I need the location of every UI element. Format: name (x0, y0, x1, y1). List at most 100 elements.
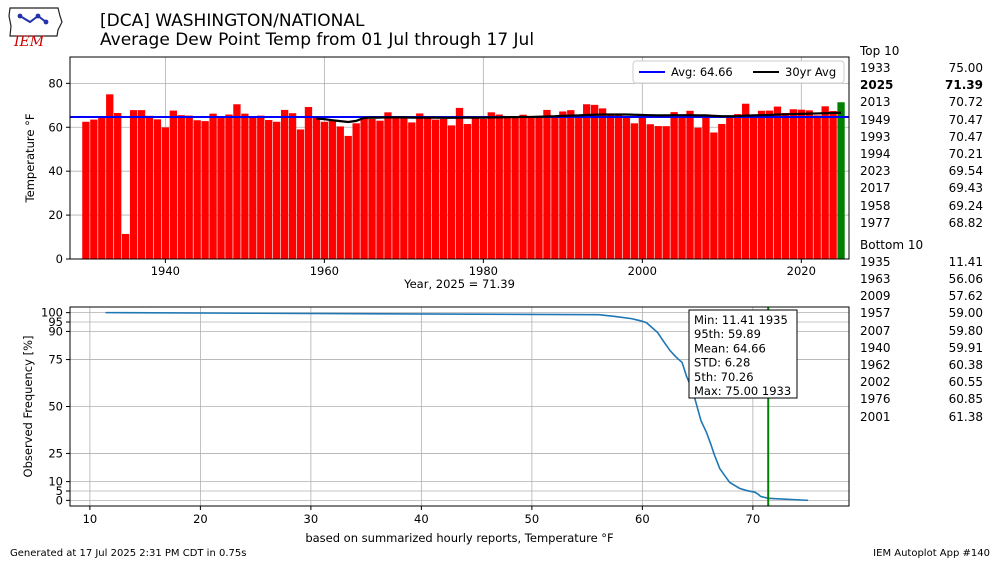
bar-1986 (527, 117, 535, 259)
logo-text: IEM (13, 34, 45, 48)
bar-2006 (686, 110, 694, 259)
bar-1980 (479, 118, 488, 259)
bar-1934 (114, 112, 122, 259)
top-axes: 1940 1960 1980 2000 2020 0 20 40 60 80 Year, 2025 … (23, 56, 850, 291)
bar-1978 (463, 123, 472, 259)
bar-2009 (710, 132, 718, 259)
y-tick-label: 95 (48, 315, 63, 329)
bar-1973 (424, 116, 432, 259)
x-tick-label: 2020 (787, 264, 816, 278)
bar-1982 (495, 114, 503, 259)
bar-1935 (121, 233, 130, 259)
bar-1950 (241, 113, 249, 259)
bottom10-row: 1957 59.00 (860, 305, 990, 322)
rank-value: 70.21 (948, 146, 983, 161)
rank-year: 1963 (860, 272, 891, 287)
rank-value: 60.38 (948, 358, 983, 372)
stats-line: Mean: 64.66 (694, 341, 766, 355)
bar-1957 (296, 129, 305, 259)
bar-1966 (368, 118, 376, 259)
bar-1981 (487, 112, 495, 259)
bar-2000 (638, 114, 646, 259)
bottom10-row: 1962 60.38 (860, 357, 990, 374)
rank-year: 1935 (860, 254, 891, 269)
rank-value: 11.41 (948, 254, 983, 269)
rank-value: 69.24 (948, 198, 983, 213)
rank-year: 1994 (860, 146, 891, 161)
rank-year: 1958 (860, 198, 891, 213)
x-tick-label: 20 (193, 512, 208, 526)
bar-1971 (408, 122, 416, 259)
bar-1996 (606, 113, 615, 259)
bottom10-row: 1940 59.91 (860, 340, 990, 357)
bar-1943 (185, 115, 193, 259)
bar-1939 (153, 119, 162, 259)
cdf-line (105, 311, 809, 502)
rank-year: 2025 (860, 78, 894, 93)
y-axis-label: Observed Frequency [%] (21, 336, 35, 478)
top10-row: 1977 68.82 (860, 215, 990, 232)
bar-1967 (376, 120, 384, 259)
bar-1988 (543, 109, 551, 259)
bar-2019 (789, 109, 798, 259)
ranking-panel: Top 10 1933 75.00 2025 71.39 2013 70.72 1949 70… (860, 43, 990, 426)
bar-1997 (614, 115, 623, 259)
rank-value: 59.91 (948, 340, 983, 355)
x-tick-label: 10 (83, 512, 98, 526)
x-tick-label: 70 (746, 512, 761, 526)
rank-year: 2023 (860, 164, 891, 179)
rank-value: 59.80 (948, 323, 983, 338)
bar-1964 (352, 123, 360, 260)
bar-1994 (590, 104, 599, 259)
bar-2020 (797, 109, 805, 260)
yearly-bar-chart: 1940 1960 1980 2000 2020 0 20 40 60 80 Year, 2025 … (23, 56, 850, 291)
x-tick-label: 30 (304, 512, 319, 526)
bar-2002 (654, 126, 662, 260)
bar-1946 (209, 113, 217, 259)
bar-1970 (400, 118, 408, 259)
bar-1989 (551, 116, 559, 259)
bar-1968 (384, 112, 392, 259)
x-tick-label: 40 (414, 512, 429, 526)
bar-1956 (288, 113, 297, 259)
bar-1958 (304, 106, 313, 259)
generated-note: Generated at 17 Jul 2025 2:31 PM CDT in … (10, 548, 247, 559)
y-tick-label: 10 (48, 475, 63, 489)
bar-1937 (137, 110, 146, 259)
x-axis-label: Year, 2025 = 71.39 (403, 277, 515, 291)
x-tick-label: 50 (525, 512, 540, 526)
top10-row: 1949 70.47 (860, 112, 990, 129)
bar-1999 (630, 123, 639, 260)
rank-value: 69.43 (948, 181, 983, 196)
bar-2022 (813, 115, 821, 259)
rank-year: 1977 (860, 215, 891, 230)
top-legend: Avg: 64.66 30yr Avg (632, 60, 845, 84)
bar-1998 (622, 117, 631, 259)
bar-1993 (583, 104, 591, 259)
rank-year: 2009 (860, 289, 891, 304)
bar-1951 (249, 116, 257, 259)
bottom10-row: 1976 60.85 (860, 391, 990, 408)
stats-box-frame (688, 309, 798, 399)
bar-2007 (694, 127, 702, 259)
x-tick-label: 60 (635, 512, 650, 526)
bar-1965 (360, 118, 368, 259)
rank-year: 2007 (860, 323, 891, 338)
bar-1960 (320, 121, 329, 260)
bar-1983 (503, 116, 511, 259)
bottom10-list: 1935 11.41 1963 56.06 2009 57.62 1957 59.00 2007… (860, 254, 990, 426)
bar-1953 (265, 120, 273, 259)
bar-2015 (757, 110, 766, 259)
rank-value: 71.39 (945, 78, 983, 93)
bar-1995 (598, 108, 607, 259)
bar-1945 (201, 121, 209, 260)
rank-year: 2002 (860, 375, 891, 390)
bar-1944 (193, 120, 201, 260)
rank-value: 60.55 (948, 375, 983, 390)
rank-year: 1949 (860, 112, 891, 127)
rank-year: 1940 (860, 340, 891, 355)
app-label: IEM Autoplot App #140 (873, 548, 990, 559)
title-description: Average Dew Point Temp from 01 Jul throu… (100, 30, 535, 50)
